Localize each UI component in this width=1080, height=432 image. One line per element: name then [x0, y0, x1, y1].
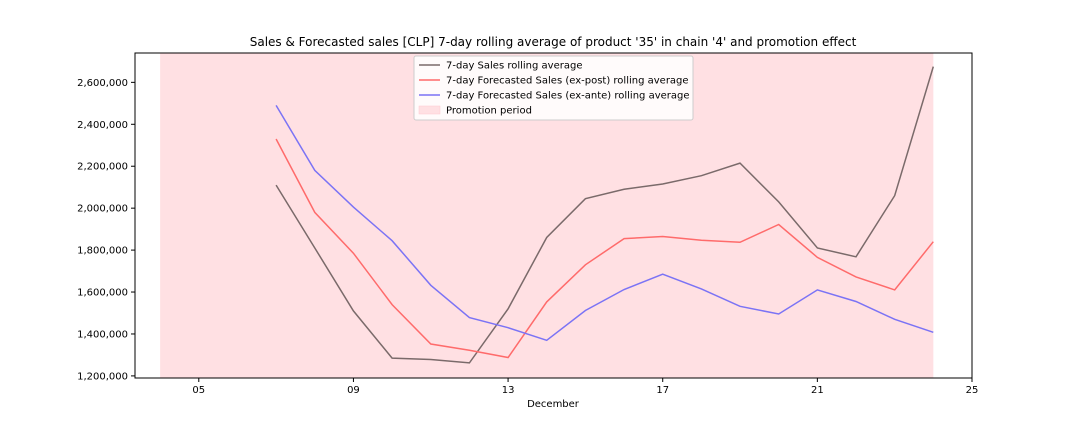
y-tick-label: 2,200,000 [77, 162, 128, 173]
x-tick-label: 05 [192, 385, 205, 396]
x-tick-label: 13 [502, 385, 515, 396]
legend-label-2: 7-day Forecasted Sales (ex-post) rolling… [446, 76, 689, 87]
y-tick-label: 1,800,000 [77, 246, 128, 257]
x-tick-label: 21 [811, 385, 824, 396]
series-line-2 [275, 138, 934, 359]
y-tick-label: 1,200,000 [77, 371, 128, 382]
y-tick-label: 2,600,000 [77, 78, 128, 89]
plot-frame [134, 52, 973, 379]
legend-swatch-promotion [418, 105, 441, 115]
series-line-1 [275, 66, 935, 364]
legend: 7-day Sales rolling average 7-day Forecas… [413, 55, 694, 121]
chart-title: Sales & Forecasted sales [CLP] 7-day rol… [250, 35, 857, 49]
legend-label-1: 7-day Sales rolling average [446, 61, 582, 72]
x-tick-label: 17 [656, 385, 669, 396]
legend-box [413, 55, 694, 121]
x-tick-label: 09 [347, 385, 360, 396]
legend-label-3: 7-day Forecasted Sales (ex-ante) rolling… [446, 91, 690, 102]
y-tick-label: 1,400,000 [77, 329, 128, 340]
x-tick-label: 25 [966, 385, 979, 396]
y-tick-label: 1,600,000 [77, 288, 128, 299]
legend-label-promotion: Promotion period [446, 106, 532, 117]
y-tick-label: 2,000,000 [77, 204, 128, 215]
y-tick-label: 2,400,000 [77, 120, 128, 131]
series-line-3 [275, 105, 934, 342]
x-axis-label: December [527, 399, 580, 410]
